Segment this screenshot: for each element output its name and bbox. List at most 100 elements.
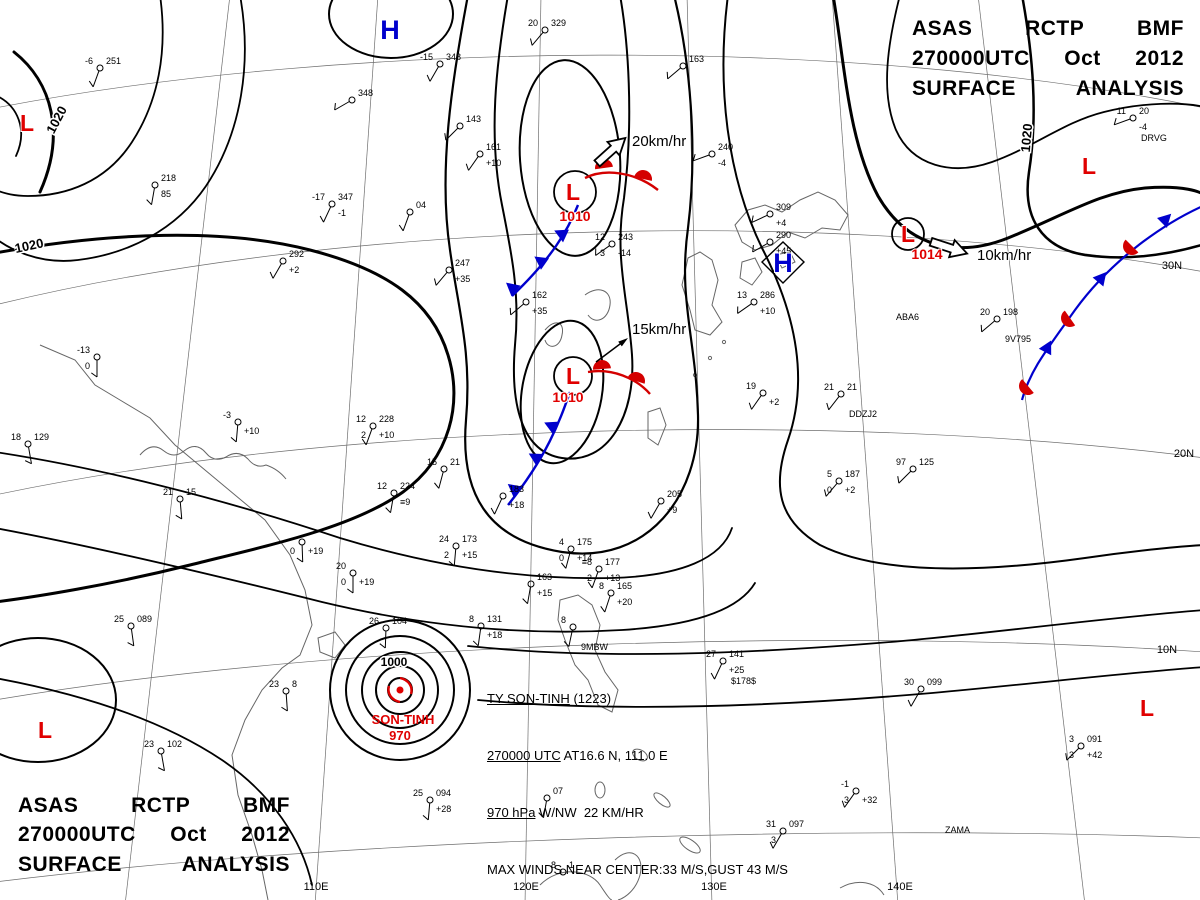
station-value: 292	[289, 249, 304, 259]
station-circle-icon	[559, 868, 567, 876]
typhoon-info-line: 970 hPa W/NW 22 KM/HR	[487, 804, 788, 823]
station-value: +13	[605, 573, 620, 583]
station-plot: -13 0	[77, 345, 101, 378]
station-circle-icon	[477, 622, 485, 630]
wind-barb-feather-icon	[385, 507, 391, 514]
station-plot: 97 125	[896, 457, 934, 484]
wind-barb-icon	[285, 693, 288, 711]
station-value: 243	[618, 232, 633, 242]
station-plot: -17 347 -1	[312, 192, 353, 223]
station-plot: 15 21	[427, 457, 460, 489]
station-value: 143	[466, 114, 481, 124]
wind-barb-icon	[323, 206, 332, 223]
station-plot: 309 +4	[751, 202, 791, 228]
station-plot: 290 +45	[752, 230, 791, 256]
wind-barb-feather-icon	[398, 224, 404, 232]
station-value: 21	[163, 487, 173, 497]
station-value: +25	[729, 665, 744, 675]
cold-front-marker	[1092, 272, 1107, 287]
station-value: 21	[847, 382, 857, 392]
title-word: 270000UTC	[912, 46, 1030, 70]
high-mid-outline	[760, 241, 806, 284]
station-value: 094	[436, 788, 451, 798]
station-value: 240	[718, 142, 733, 152]
station-circle-icon	[608, 240, 616, 248]
station-value: 348	[358, 88, 373, 98]
wind-barb-icon	[179, 501, 183, 519]
station-value: 099	[927, 677, 942, 687]
station-circle-icon	[440, 465, 448, 473]
wind-barb-icon	[161, 753, 165, 771]
station-value: 0	[827, 485, 832, 495]
station-circle-icon	[759, 389, 767, 397]
wind-barb-feather-icon	[529, 38, 533, 46]
station-value: 12	[595, 232, 605, 242]
station-value: -15	[420, 52, 433, 62]
station-circle-icon	[766, 238, 774, 246]
station-value: 27	[706, 649, 716, 659]
title-word: SURFACE	[18, 853, 122, 877]
wind-barb-icon	[429, 66, 439, 82]
station-value: +42	[1087, 750, 1102, 760]
wind-barb-feather-icon	[647, 511, 652, 519]
label-layer: H H L L L L L L L 1010 1010 1014 SON-TIN…	[12, 14, 1194, 893]
wind-barb-icon	[384, 630, 387, 649]
station-value: 348	[446, 52, 461, 62]
station-plot: -6 251	[85, 56, 121, 88]
pressure-value-label: 1014	[911, 246, 942, 262]
station-value: +15	[537, 588, 552, 598]
station-value: 13	[737, 290, 747, 300]
station-value: +9	[667, 505, 677, 515]
typhoon-info-underlined: 970 hPa	[487, 804, 536, 820]
station-circle-icon	[679, 62, 687, 70]
wind-barb-feather-icon	[433, 278, 437, 286]
arrow-10kmhr-icon	[928, 236, 969, 259]
wind-barb-feather-icon	[769, 841, 774, 849]
motion-speed-label: 20km/hr	[632, 133, 686, 150]
isobar-label: 1020	[1018, 123, 1035, 153]
station-value: 04	[416, 200, 426, 210]
isobar-low-mid-circle	[553, 356, 593, 396]
station-circle-icon	[349, 569, 357, 577]
isobar-1020-right-vertical	[1021, 0, 1200, 259]
station-callsign: $178$	[731, 676, 756, 686]
wind-barb-feather-icon	[561, 562, 567, 569]
station-value: -6	[85, 56, 93, 66]
station-value: 183	[509, 484, 524, 494]
station-value: -14	[618, 248, 631, 258]
station-value: 0	[559, 553, 564, 563]
station-value: 198	[1003, 307, 1018, 317]
station-value: 205	[667, 489, 682, 499]
coastline-philippine-island	[594, 781, 606, 799]
station-value: 165	[617, 581, 632, 591]
parallel-line	[0, 429, 1200, 495]
station-circle-icon	[917, 685, 925, 693]
station-value: -1	[338, 208, 346, 218]
wind-barb-feather-icon	[444, 133, 447, 141]
station-value: 0	[290, 546, 295, 556]
typhoon-ring	[375, 665, 425, 715]
coastline-philippine-island	[679, 836, 701, 854]
wind-barb-feather-icon	[157, 767, 165, 772]
isobar-label: 1020	[43, 103, 70, 136]
station-plot: 13 286 +10	[737, 290, 775, 316]
station-plot: 25 094 +28	[413, 788, 451, 821]
station-value: 20	[980, 307, 990, 317]
station-value: 07	[553, 786, 563, 796]
typhoon-ring	[361, 651, 439, 729]
station-plot: ZAMA	[945, 825, 970, 835]
wind-barb-icon	[235, 424, 239, 442]
wind-barb-feather-icon	[347, 588, 354, 594]
station-value: 8	[561, 615, 566, 625]
station-plot: 183 +18	[490, 484, 524, 515]
station-value: +19	[308, 546, 323, 556]
station-plot: 162 +35	[509, 290, 547, 316]
station-plot: 21 15	[163, 487, 196, 520]
wind-barb-icon	[752, 243, 768, 253]
station-plot: 12 224 ≡9	[377, 481, 415, 514]
station-value: 162	[532, 290, 547, 300]
station-value: 3	[771, 835, 776, 845]
station-value: 21	[824, 382, 834, 392]
arrow-20kmhr-icon	[593, 136, 627, 168]
